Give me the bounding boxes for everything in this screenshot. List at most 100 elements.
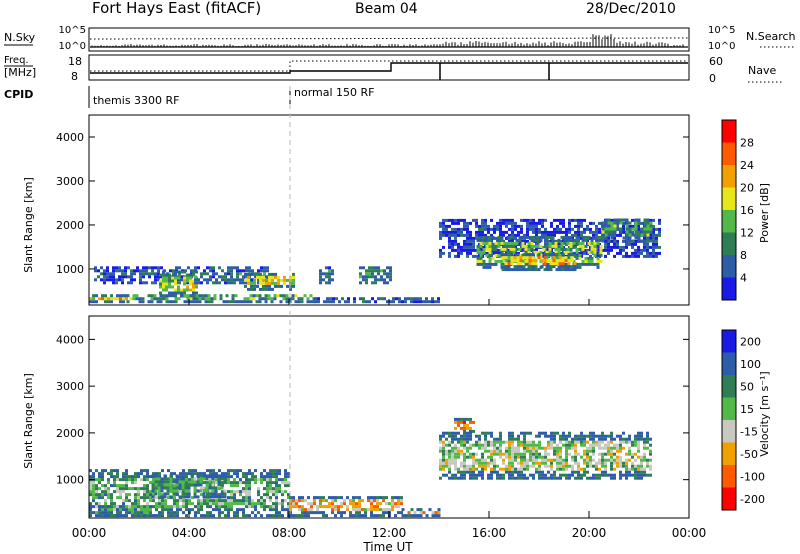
- heatmap-cell-5: [463, 455, 466, 459]
- heatmap-cell-5: [442, 446, 445, 450]
- heatmap-cell-5: [547, 440, 550, 444]
- cpid-label: CPID: [4, 88, 33, 101]
- heatmap-cell-0: [98, 493, 101, 497]
- heatmap-cell-10: [488, 250, 492, 254]
- heatmap-cell-0: [218, 469, 221, 473]
- heatmap-cell-2: [199, 474, 203, 478]
- heatmap-cell-5: [625, 458, 628, 462]
- heatmap-cell-10: [494, 262, 498, 266]
- heatmap-cell-5: [574, 461, 577, 465]
- heatmap-cell-9: [655, 233, 658, 237]
- heatmap-cell-7: [368, 275, 371, 279]
- heatmap-cell-0: [209, 469, 212, 473]
- heatmap-cell-5: [544, 455, 547, 459]
- heatmap-cell-2: [160, 480, 164, 484]
- heatmap-cell-9: [523, 239, 526, 243]
- heatmap-cell-4: [407, 514, 411, 518]
- heatmap-cell-0: [146, 487, 149, 491]
- heatmap-cell-0: [218, 502, 221, 506]
- heatmap-cell-3: [328, 505, 331, 509]
- heatmap-cell-5: [472, 455, 475, 459]
- heatmap-cell-10: [599, 235, 603, 239]
- heatmap-cell-1: [116, 505, 119, 509]
- heatmap-cell-10: [530, 247, 534, 251]
- heatmap-cell-5: [517, 455, 520, 459]
- heatmap-cell-5: [610, 452, 613, 456]
- heatmap-cell-5: [649, 443, 652, 447]
- heatmap-cell-2: [199, 489, 203, 493]
- heatmap-cell-0: [100, 266, 103, 270]
- heatmap-cell-3: [370, 502, 373, 506]
- heatmap-cell-11: [558, 265, 562, 269]
- heatmap-cell-10: [578, 247, 582, 251]
- heatmap-cell-4: [413, 514, 417, 518]
- heatmap-cell-10: [575, 235, 579, 239]
- heatmap-cell-5: [288, 297, 292, 301]
- heatmap-cell-0: [245, 472, 248, 476]
- heatmap-cell-5: [439, 449, 442, 453]
- heatmap-cell-10: [584, 238, 588, 242]
- heatmap-cell-0: [233, 484, 236, 488]
- heatmap-cell-0: [197, 499, 200, 503]
- heatmap-cell-2: [242, 281, 245, 285]
- heatmap-cell-0: [122, 478, 125, 482]
- heatmap-cell-0: [278, 478, 281, 482]
- heatmap-cell-5: [457, 467, 460, 471]
- heatmap-cell-0: [119, 490, 122, 494]
- heatmap-cell-10: [581, 235, 585, 239]
- heatmap-cell-5: [517, 440, 520, 444]
- heatmap-cell-12: [613, 230, 617, 234]
- heatmap-cell-5: [583, 458, 586, 462]
- heatmap-cell-2: [178, 495, 182, 499]
- heatmap-cell-1: [143, 511, 146, 515]
- heatmap-cell-0: [206, 505, 209, 509]
- heatmap-cell-5: [186, 297, 190, 301]
- heatmap-cell-0: [115, 269, 118, 273]
- heatmap-cell-2: [257, 269, 260, 273]
- heatmap-cell-10: [497, 253, 501, 257]
- heatmap-cell-3: [394, 514, 397, 518]
- heatmap-cell-0: [278, 469, 281, 473]
- beam-label: Beam 04: [355, 1, 418, 17]
- heatmap-cell-2: [175, 486, 179, 490]
- heatmap-cell-5: [484, 431, 487, 435]
- heatmap-cell-5: [300, 300, 304, 304]
- heatmap-cell-0: [227, 478, 230, 482]
- heatmap-cell-5: [493, 449, 496, 453]
- heatmap-cell-0: [92, 472, 95, 476]
- heatmap-cell-1: [146, 505, 149, 509]
- heatmap-cell-9: [475, 224, 478, 228]
- heatmap-cell-0: [92, 481, 95, 485]
- heatmap-cell-4: [428, 508, 432, 512]
- heatmap-cell-5: [514, 452, 517, 456]
- heatmap-cell-9: [448, 233, 451, 237]
- heatmap-cell-5: [162, 297, 166, 301]
- heatmap-cell-9: [652, 242, 655, 246]
- heatmap-cell-10: [587, 235, 591, 239]
- heatmap-cell-0: [122, 514, 125, 518]
- heatmap-cell-10: [485, 253, 489, 257]
- heatmap-cell-3: [307, 508, 310, 512]
- heatmap-cell-5: [529, 464, 532, 468]
- heatmap-cell-10: [563, 241, 567, 245]
- heatmap-cell-11: [507, 268, 511, 272]
- heatmap-cell-3: [250, 272, 253, 276]
- heatmap-cell-9: [475, 230, 478, 234]
- heatmap-cell-1: [168, 282, 171, 286]
- heatmap-cell-6: [332, 297, 335, 301]
- heatmap-cell-9: [457, 251, 460, 255]
- heatmap-cell-0: [157, 269, 160, 273]
- heatmap-cell-10: [575, 265, 579, 269]
- heatmap-cell-4: [116, 294, 119, 298]
- heatmap-cell-5: [156, 300, 160, 304]
- heatmap-cell-5: [595, 434, 598, 438]
- heatmap-cell-5: [520, 455, 523, 459]
- heatmap-cell-2: [236, 278, 239, 282]
- heatmap-cell-3: [265, 278, 268, 282]
- heatmap-cell-0: [110, 493, 113, 497]
- heatmap-cell-6: [460, 420, 463, 424]
- heatmap-cell-2: [211, 477, 215, 481]
- heatmap-cell-5: [493, 440, 496, 444]
- heatmap-cell-6: [329, 297, 332, 301]
- heatmap-cell-5: [544, 446, 547, 450]
